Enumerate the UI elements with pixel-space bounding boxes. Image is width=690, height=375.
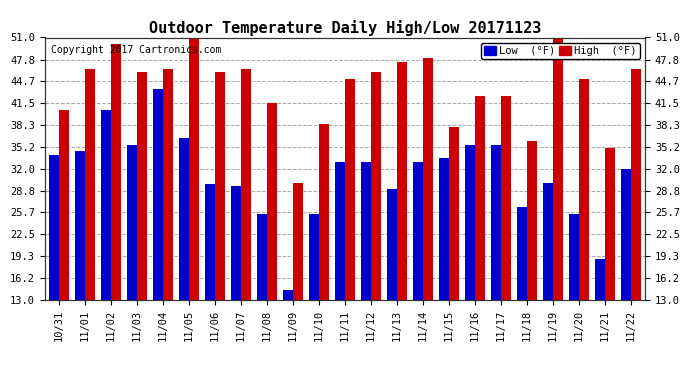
Bar	[553, 34, 563, 300]
Bar	[465, 145, 475, 300]
Bar	[111, 44, 121, 300]
Title: Outdoor Temperature Daily High/Low 20171123: Outdoor Temperature Daily High/Low 20171…	[149, 20, 541, 36]
Bar	[257, 214, 267, 300]
Bar	[267, 103, 277, 300]
Bar	[387, 189, 397, 300]
Bar	[189, 34, 199, 300]
Bar	[59, 110, 69, 300]
Bar	[49, 155, 59, 300]
Bar	[335, 162, 345, 300]
Bar	[491, 145, 501, 300]
Bar	[413, 162, 423, 300]
Bar	[439, 158, 449, 300]
Bar	[179, 138, 189, 300]
Bar	[501, 96, 511, 300]
Bar	[595, 258, 605, 300]
Bar	[371, 72, 381, 300]
Text: Copyright 2017 Cartronics.com: Copyright 2017 Cartronics.com	[51, 45, 221, 56]
Bar	[101, 110, 111, 300]
Bar	[137, 72, 147, 300]
Bar	[527, 141, 537, 300]
Bar	[293, 183, 303, 300]
Bar	[85, 69, 95, 300]
Bar	[345, 79, 355, 300]
Bar	[127, 145, 137, 300]
Bar	[543, 183, 553, 300]
Bar	[397, 62, 407, 300]
Bar	[475, 96, 485, 300]
Bar	[163, 69, 173, 300]
Legend: Low  (°F), High  (°F): Low (°F), High (°F)	[480, 43, 640, 59]
Bar	[319, 124, 329, 300]
Bar	[579, 79, 589, 300]
Bar	[153, 89, 163, 300]
Bar	[517, 207, 527, 300]
Bar	[631, 69, 641, 300]
Bar	[75, 152, 85, 300]
Bar	[205, 184, 215, 300]
Bar	[621, 169, 631, 300]
Bar	[215, 72, 225, 300]
Bar	[361, 162, 371, 300]
Bar	[231, 186, 241, 300]
Bar	[449, 127, 459, 300]
Bar	[309, 214, 319, 300]
Bar	[241, 69, 251, 300]
Bar	[283, 290, 293, 300]
Bar	[423, 58, 433, 300]
Bar	[569, 214, 579, 300]
Bar	[605, 148, 615, 300]
